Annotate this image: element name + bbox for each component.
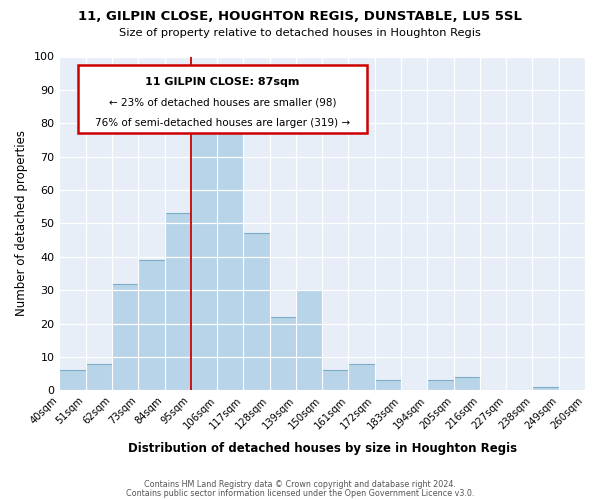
Text: 76% of semi-detached houses are larger (319) →: 76% of semi-detached houses are larger (…	[95, 118, 350, 128]
X-axis label: Distribution of detached houses by size in Houghton Regis: Distribution of detached houses by size …	[128, 442, 517, 455]
Bar	[296, 290, 322, 390]
Bar	[244, 234, 269, 390]
Text: Contains public sector information licensed under the Open Government Licence v3: Contains public sector information licen…	[126, 489, 474, 498]
Text: 11, GILPIN CLOSE, HOUGHTON REGIS, DUNSTABLE, LU5 5SL: 11, GILPIN CLOSE, HOUGHTON REGIS, DUNSTA…	[78, 10, 522, 23]
Bar	[349, 364, 375, 390]
Bar	[138, 260, 164, 390]
Bar	[375, 380, 401, 390]
Bar	[269, 317, 296, 390]
Bar	[217, 120, 244, 390]
Bar	[191, 116, 217, 390]
Bar	[164, 214, 191, 390]
Bar	[86, 364, 112, 390]
Text: Contains HM Land Registry data © Crown copyright and database right 2024.: Contains HM Land Registry data © Crown c…	[144, 480, 456, 489]
Bar	[112, 284, 138, 391]
Text: 11 GILPIN CLOSE: 87sqm: 11 GILPIN CLOSE: 87sqm	[145, 77, 299, 87]
Bar	[59, 370, 86, 390]
Bar	[454, 377, 480, 390]
Bar	[427, 380, 454, 390]
FancyBboxPatch shape	[78, 65, 367, 134]
Bar	[532, 387, 559, 390]
Text: ← 23% of detached houses are smaller (98): ← 23% of detached houses are smaller (98…	[109, 98, 336, 108]
Text: Size of property relative to detached houses in Houghton Regis: Size of property relative to detached ho…	[119, 28, 481, 38]
Y-axis label: Number of detached properties: Number of detached properties	[15, 130, 28, 316]
Bar	[322, 370, 349, 390]
